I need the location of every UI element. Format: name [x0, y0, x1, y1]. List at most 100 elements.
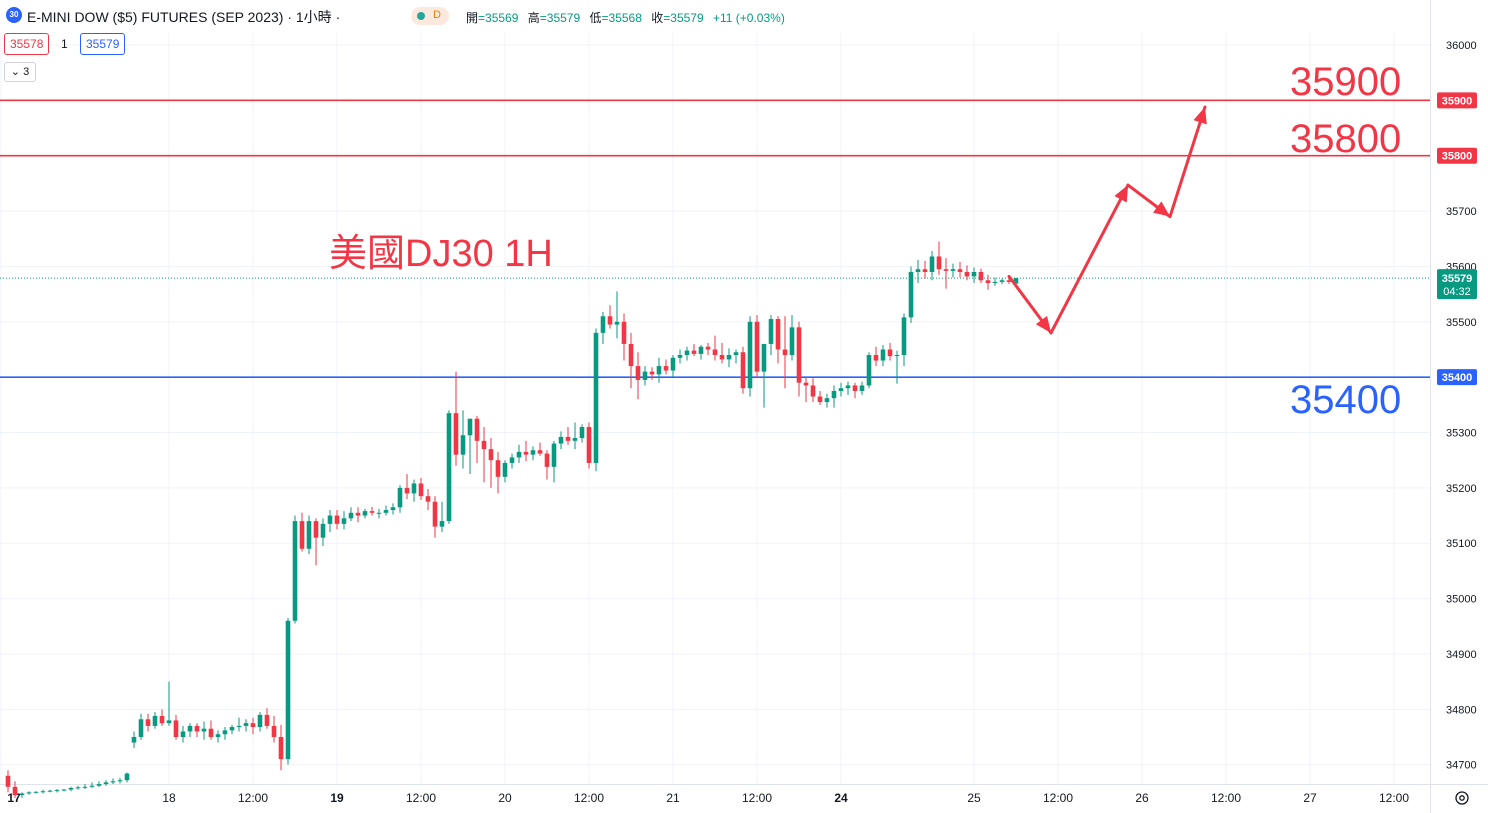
- candle-body[interactable]: [82, 786, 88, 788]
- indicators-collapse-button[interactable]: ⌄ 3: [4, 62, 36, 82]
- candle-body[interactable]: [145, 719, 151, 726]
- candle-body[interactable]: [159, 715, 165, 724]
- candle-body[interactable]: [936, 256, 942, 270]
- candle-body[interactable]: [404, 487, 410, 494]
- candle-body[interactable]: [117, 780, 123, 782]
- candle-body[interactable]: [873, 355, 879, 361]
- candle-body[interactable]: [943, 269, 949, 271]
- candle-body[interactable]: [278, 737, 284, 760]
- candle-body[interactable]: [642, 371, 648, 380]
- candle-body[interactable]: [54, 790, 60, 792]
- candle-body[interactable]: [1013, 278, 1019, 284]
- sell-price-button[interactable]: 35578: [4, 33, 50, 55]
- candle-body[interactable]: [796, 327, 802, 383]
- candle-body[interactable]: [264, 714, 270, 726]
- candle-body[interactable]: [789, 327, 795, 356]
- candle-body[interactable]: [376, 512, 382, 514]
- candle-body[interactable]: [803, 382, 809, 386]
- candle-body[interactable]: [467, 418, 473, 436]
- candle-body[interactable]: [362, 511, 368, 516]
- candle-body[interactable]: [320, 523, 326, 538]
- candle-body[interactable]: [747, 321, 753, 389]
- candle-body[interactable]: [383, 510, 389, 513]
- candle-body[interactable]: [719, 355, 725, 360]
- candle-body[interactable]: [922, 269, 928, 272]
- candle-body[interactable]: [187, 725, 193, 732]
- candle-body[interactable]: [537, 450, 543, 454]
- candle-body[interactable]: [607, 316, 613, 325]
- candle-body[interactable]: [334, 515, 340, 524]
- candle-body[interactable]: [481, 440, 487, 450]
- candle-body[interactable]: [418, 483, 424, 497]
- candle-body[interactable]: [61, 789, 67, 791]
- candle-body[interactable]: [712, 349, 718, 356]
- candle-body[interactable]: [75, 787, 81, 789]
- candle-body[interactable]: [5, 775, 11, 787]
- candle-body[interactable]: [509, 457, 515, 463]
- candle-body[interactable]: [726, 355, 732, 360]
- candle-body[interactable]: [586, 426, 592, 463]
- candle-body[interactable]: [292, 521, 298, 621]
- candle-body[interactable]: [285, 620, 291, 760]
- candle-body[interactable]: [691, 350, 697, 354]
- market-status-badge[interactable]: D: [411, 7, 449, 25]
- candle-body[interactable]: [663, 366, 669, 371]
- candle-body[interactable]: [222, 730, 228, 735]
- candle-body[interactable]: [194, 725, 200, 732]
- candle-body[interactable]: [677, 355, 683, 358]
- candle-body[interactable]: [47, 790, 53, 792]
- candle-body[interactable]: [460, 435, 466, 455]
- candle-body[interactable]: [824, 398, 830, 403]
- candle-body[interactable]: [257, 714, 263, 728]
- candle-body[interactable]: [488, 449, 494, 461]
- candle-body[interactable]: [124, 773, 130, 781]
- candle-body[interactable]: [306, 521, 312, 549]
- forecast-arrow-line[interactable]: [1168, 105, 1207, 219]
- candle-body[interactable]: [544, 453, 550, 467]
- chart-settings-gear-icon[interactable]: [1452, 788, 1472, 808]
- candle-body[interactable]: [474, 418, 480, 441]
- candle-body[interactable]: [502, 462, 508, 477]
- candle-body[interactable]: [614, 321, 620, 325]
- candle-body[interactable]: [236, 725, 242, 728]
- candle-body[interactable]: [572, 438, 578, 441]
- chart-annotation-title[interactable]: 美國DJ30 1H: [329, 233, 553, 275]
- candle-body[interactable]: [838, 388, 844, 391]
- candle-body[interactable]: [299, 521, 305, 549]
- candle-body[interactable]: [89, 785, 95, 787]
- candle-body[interactable]: [558, 436, 564, 444]
- candle-body[interactable]: [908, 271, 914, 318]
- candle-body[interactable]: [33, 791, 39, 793]
- candle-body[interactable]: [635, 366, 641, 380]
- candle-body[interactable]: [173, 720, 179, 737]
- candle-body[interactable]: [40, 791, 46, 793]
- candle-body[interactable]: [670, 357, 676, 371]
- candle-body[interactable]: [999, 280, 1005, 282]
- candle-body[interactable]: [579, 426, 585, 439]
- candle-body[interactable]: [152, 715, 158, 726]
- candle-body[interactable]: [243, 723, 249, 726]
- candle-body[interactable]: [26, 792, 32, 794]
- candle-body[interactable]: [208, 728, 214, 737]
- candle-body[interactable]: [628, 343, 634, 367]
- candle-body[interactable]: [1006, 280, 1012, 282]
- candle-body[interactable]: [733, 352, 739, 356]
- candle-body[interactable]: [901, 317, 907, 356]
- candle-body[interactable]: [649, 371, 655, 375]
- candle-body[interactable]: [19, 793, 25, 796]
- candle-body[interactable]: [698, 346, 704, 354]
- candle-body[interactable]: [131, 737, 137, 743]
- candle-body[interactable]: [782, 349, 788, 356]
- candle-body[interactable]: [446, 413, 452, 522]
- candle-body[interactable]: [229, 727, 235, 731]
- candle-body[interactable]: [684, 350, 690, 356]
- candle-body[interactable]: [369, 511, 375, 513]
- candle-body[interactable]: [355, 512, 361, 516]
- candle-body[interactable]: [68, 787, 74, 790]
- candle-body[interactable]: [957, 269, 963, 272]
- candle-body[interactable]: [894, 355, 900, 357]
- candle-body[interactable]: [992, 281, 998, 284]
- candle-body[interactable]: [530, 450, 536, 455]
- candle-body[interactable]: [600, 316, 606, 333]
